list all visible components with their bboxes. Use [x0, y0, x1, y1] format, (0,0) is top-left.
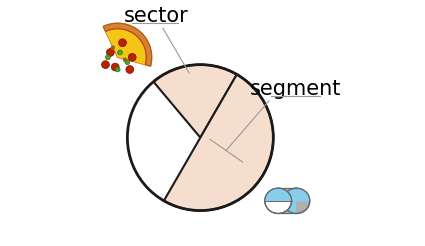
Circle shape	[118, 50, 122, 55]
Polygon shape	[283, 188, 310, 201]
Wedge shape	[106, 29, 146, 64]
Circle shape	[111, 63, 119, 71]
Circle shape	[125, 60, 130, 65]
Circle shape	[128, 53, 136, 61]
Circle shape	[115, 67, 120, 72]
Circle shape	[105, 55, 111, 60]
Circle shape	[119, 39, 126, 47]
Polygon shape	[103, 23, 152, 66]
Wedge shape	[164, 74, 273, 211]
Circle shape	[126, 66, 134, 73]
Polygon shape	[278, 188, 296, 214]
Text: sector: sector	[124, 6, 189, 26]
Circle shape	[102, 61, 109, 69]
Circle shape	[106, 48, 114, 56]
Text: segment: segment	[249, 79, 341, 99]
Wedge shape	[105, 29, 146, 65]
Circle shape	[123, 58, 127, 62]
Ellipse shape	[265, 188, 292, 214]
Polygon shape	[265, 188, 292, 201]
Wedge shape	[103, 23, 152, 66]
Wedge shape	[153, 65, 237, 138]
Polygon shape	[278, 201, 296, 214]
Circle shape	[110, 46, 115, 50]
Ellipse shape	[283, 188, 310, 214]
